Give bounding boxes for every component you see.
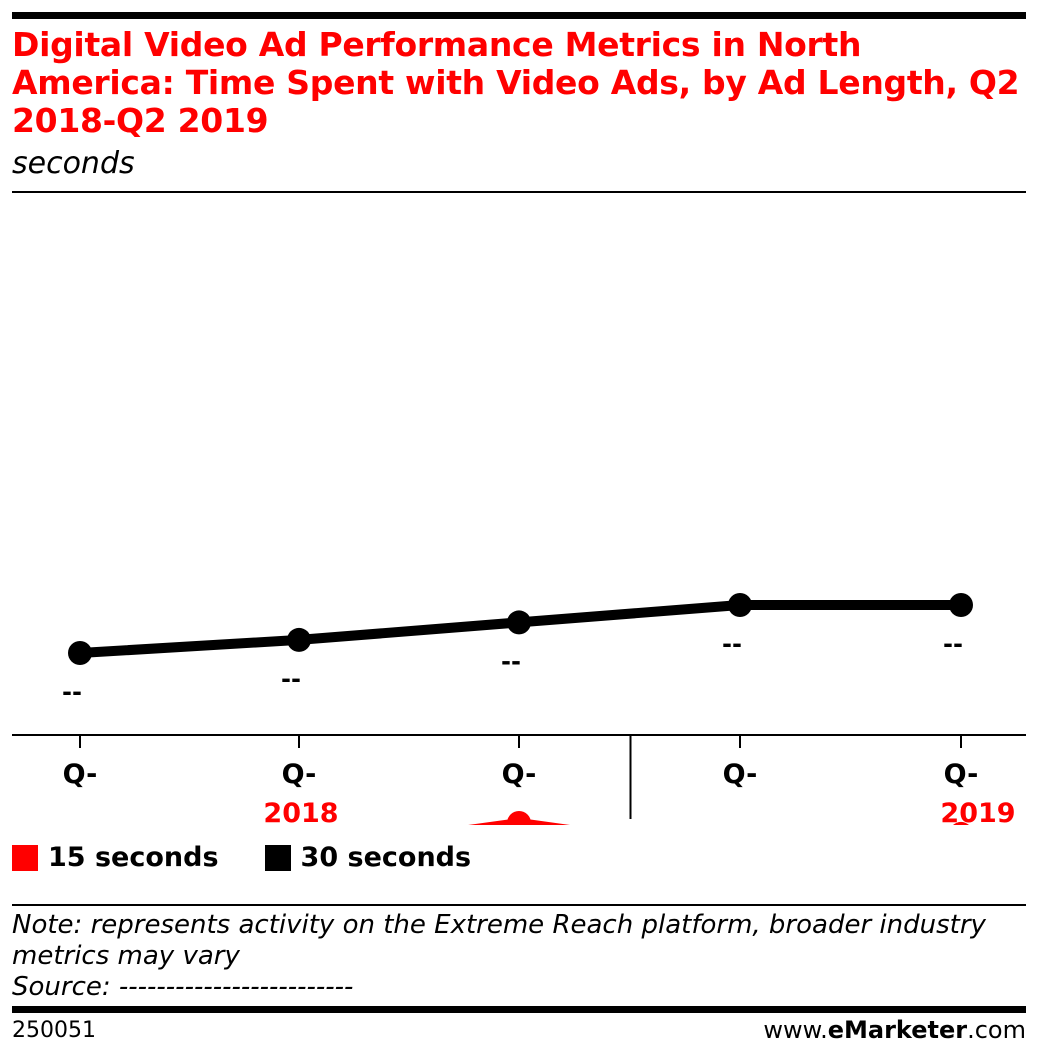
point-30-seconds-4 [949,593,973,617]
legend-label-15-seconds: 15 seconds [48,842,219,873]
legend-label-30-seconds: 30 seconds [300,842,472,873]
brand-suffix: .com [967,1016,1026,1044]
year-label-2019: 2019 [940,798,1015,825]
brand-prefix: www. [763,1016,828,1044]
chart-id: 250051 [12,1018,96,1043]
brand-link[interactable]: www.eMarketer.com [763,1016,1026,1044]
point-15-seconds-4 [952,821,970,825]
point-30-seconds-0 [68,641,92,665]
note-text: Note: represents activity on the Extreme… [12,910,986,971]
x-tick-label-0: Q- [63,759,98,790]
data-label-30-seconds-3: -- [722,630,742,658]
x-tick-label-1: Q- [282,759,317,790]
legend-item-15-seconds: 15 seconds [12,842,219,873]
point-15-seconds-2 [507,811,531,825]
data-label-30-seconds-0: -- [62,678,82,706]
data-label-30-seconds-1: -- [281,665,301,693]
note-rule [12,904,1026,906]
source-text: Source: ------------------------- [12,972,354,1002]
data-label-30-seconds-4: -- [943,630,963,658]
chart-subtitle: seconds [12,146,135,181]
year-label-2018: 2018 [263,798,338,825]
footer-rule [12,1006,1026,1013]
legend-swatch-15-seconds [12,844,38,871]
x-tick-label-2: Q- [502,759,537,790]
legend-item-30-seconds: 30 seconds [264,842,472,873]
point-30-seconds-2 [507,610,531,635]
chart-title: Digital Video Ad Performance Metrics in … [12,25,1020,140]
legend: 15 seconds 30 seconds [12,842,517,873]
header-rule [12,191,1026,193]
x-tick-label-4: Q- [944,759,979,790]
x-tick-label-3: Q- [723,759,758,790]
brand-name: eMarketer [827,1016,968,1044]
point-30-seconds-1 [287,627,311,652]
legend-swatch-30-seconds [264,844,291,871]
data-label-30-seconds-2: -- [501,647,521,675]
top-rule [12,12,1026,19]
point-30-seconds-3 [728,593,752,617]
note-block: Note: represents activity on the Extreme… [12,910,1022,1003]
